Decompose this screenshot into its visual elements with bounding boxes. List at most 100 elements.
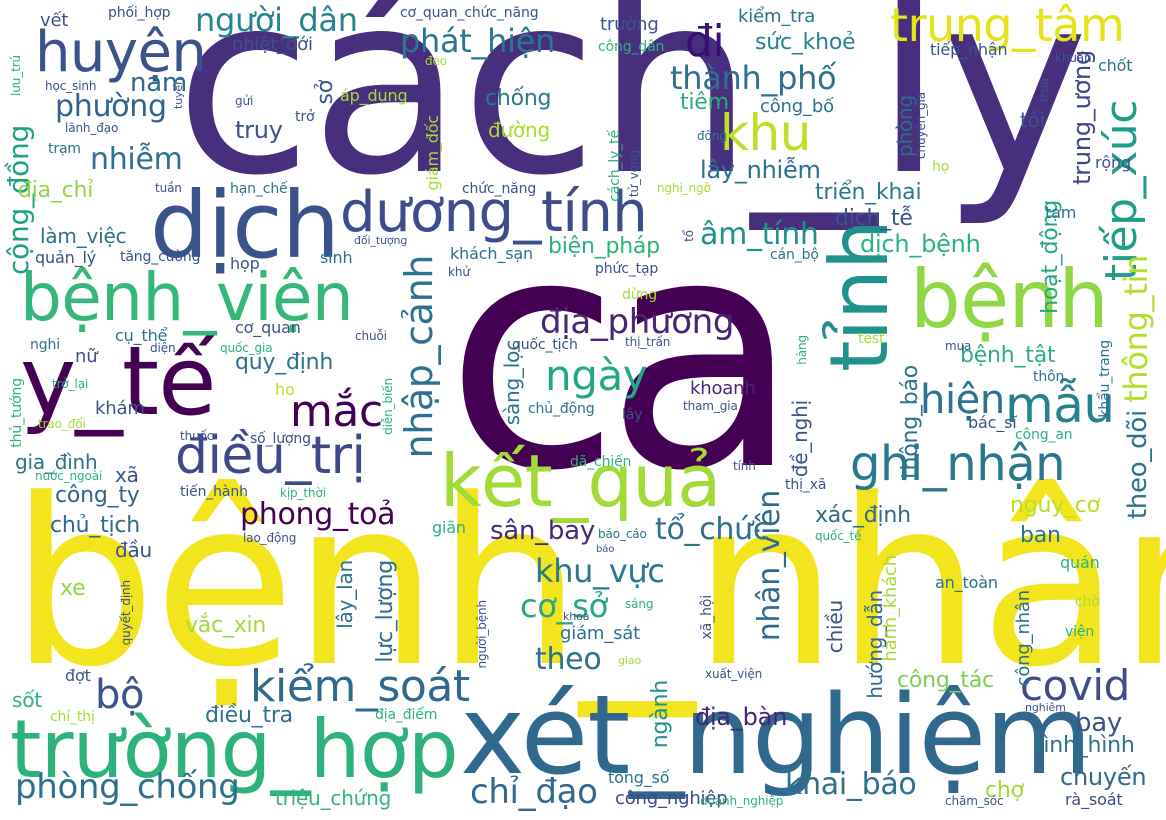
word: thị_trấn [625, 335, 671, 349]
word: nghiêm [1025, 701, 1066, 714]
word: trao_đổi [38, 417, 86, 431]
word: tham_gia [683, 399, 738, 413]
word: tiếp_xúc [1096, 100, 1147, 282]
word: tiêm [680, 90, 729, 115]
word: ca [445, 169, 801, 541]
word: quốc_tế [815, 529, 862, 543]
word: trưa [1037, 78, 1051, 103]
word: số_lượng [250, 431, 311, 447]
word: nhập_cảnh [397, 255, 441, 459]
word: điều_trị [175, 426, 366, 486]
word: cách_ly_tế [607, 130, 623, 202]
word: giám_đốc [423, 115, 442, 191]
word: sinh [320, 248, 353, 267]
word: công_nghiệp [615, 788, 728, 809]
word: khoa [563, 610, 590, 623]
word: họ [932, 159, 950, 175]
word: phường [55, 89, 167, 124]
word: rộng [1095, 153, 1132, 172]
word: công_an [1015, 427, 1073, 443]
word: dương_tính [340, 180, 648, 245]
word: nguy_cơ [1010, 493, 1100, 518]
word: nhiệt_đới [232, 34, 313, 55]
word: sân_bay [490, 516, 595, 546]
word: cơ_quan_chức_năng [400, 5, 539, 21]
word: chăm_sóc [945, 794, 1004, 808]
word: công_tác [897, 668, 994, 693]
word: nghi [30, 337, 60, 353]
word: huyện [35, 20, 207, 85]
word: kiểm_tra [738, 6, 816, 27]
word: khu_vực [535, 552, 665, 590]
word: người_bệnh [475, 600, 489, 669]
word: công_ty [55, 483, 140, 508]
word: bệnh_nhân [10, 451, 1166, 718]
word: công_nhân [1013, 590, 1034, 687]
word: tuyến [172, 78, 185, 109]
word: khách_sạn [450, 244, 533, 263]
word: dịch [150, 172, 340, 279]
word: nhiễm [90, 142, 183, 177]
word: quán [1060, 553, 1100, 572]
word: chống [485, 86, 552, 111]
word: chợ [985, 778, 1024, 803]
word: tăng_cường [120, 249, 201, 265]
word: quốc_tịch [512, 337, 578, 353]
word: tử_vong [627, 150, 641, 198]
word: trung_tâm [890, 0, 1125, 52]
word: lực_lượng [373, 560, 398, 663]
word: bệnh_tật [960, 343, 1056, 368]
word: triển_khai [815, 180, 922, 205]
word: khoanh [690, 378, 756, 399]
word: mua [945, 339, 972, 353]
word: dã_chiến [570, 454, 632, 470]
word: chỉ_đạo [470, 772, 598, 812]
word: xe [60, 576, 86, 601]
word: sáng [625, 597, 654, 611]
word: tính [733, 459, 756, 473]
word: cán_bộ [770, 247, 819, 263]
word: quyết_định [119, 580, 133, 646]
word: phức_tạp [595, 261, 659, 277]
word: khai_báo [785, 767, 917, 802]
word: gửi [235, 94, 254, 108]
word: cơ_quan [235, 318, 301, 337]
word: thủ_tướng [9, 378, 25, 448]
word: phát_hiện [400, 22, 556, 60]
word: khu [720, 104, 811, 162]
word: địa_chỉ [18, 178, 94, 203]
word: trung_ương [1068, 50, 1096, 185]
word: test [858, 331, 885, 347]
word: áp_dụng [340, 86, 408, 105]
word: xét_nghiệm [460, 671, 1092, 799]
word: chuyến [1060, 763, 1147, 791]
word: phòng [893, 95, 917, 157]
word: theo [535, 642, 602, 677]
word: tình_hình [1035, 733, 1135, 758]
word: sốt [12, 688, 42, 712]
word: giám_sát [560, 623, 641, 644]
word: doanh_nghiệp [700, 794, 784, 808]
word: họp [230, 254, 260, 273]
word: trường_hợp [10, 703, 459, 796]
word: đi [685, 16, 725, 67]
word: phòng_chống [15, 767, 240, 807]
word: tổ [682, 230, 696, 242]
word: phong_toả [240, 497, 396, 532]
word: truy [235, 116, 283, 144]
word: vắc_xin [185, 613, 267, 638]
word: covid [1020, 661, 1130, 710]
word: biện_pháp [548, 234, 660, 259]
word: người_dân [195, 1, 358, 39]
word: lây_nhiễm [700, 156, 821, 184]
word: cơ_sở [520, 587, 608, 625]
word: bộ [95, 672, 145, 718]
word: diện [150, 341, 176, 355]
word: nước_ngoài [35, 469, 103, 483]
word: đợt [65, 666, 91, 685]
word: hành_khách [880, 555, 901, 662]
word: mẫu [1005, 376, 1115, 434]
word: chờ [1075, 594, 1100, 610]
word: gia_đình [15, 450, 98, 474]
